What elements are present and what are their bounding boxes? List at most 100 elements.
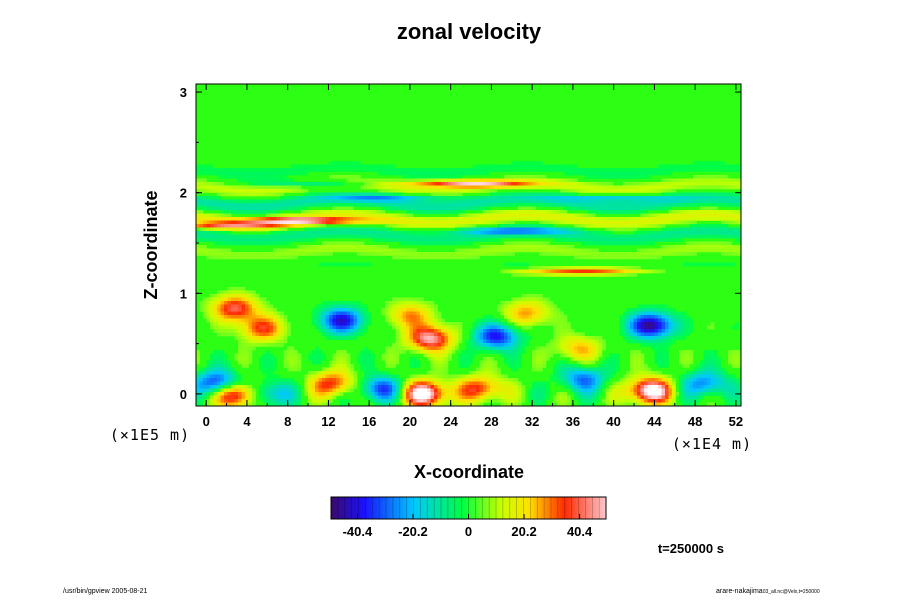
heatmap-cell	[304, 168, 309, 172]
heatmap-cell	[577, 224, 582, 228]
heatmap-cell	[661, 238, 666, 242]
heatmap-cell	[294, 234, 298, 239]
heatmap-cell	[269, 175, 274, 179]
heatmap-cell	[385, 248, 389, 253]
heatmap-cell	[451, 206, 456, 211]
heatmap-cell	[196, 234, 200, 239]
heatmap-cell	[518, 203, 522, 207]
heatmap-cell	[266, 255, 270, 260]
heatmap-cell	[392, 248, 396, 253]
heatmap-cell	[619, 329, 624, 333]
heatmap-cell	[437, 322, 442, 326]
heatmap-cell	[560, 325, 564, 330]
heatmap-cell	[353, 199, 358, 204]
heatmap-cell	[224, 241, 228, 246]
heatmap-cell	[451, 343, 456, 347]
heatmap-cell	[525, 210, 529, 214]
heatmap-cell	[535, 294, 540, 298]
heatmap-cell	[290, 182, 295, 186]
heatmap-cell	[479, 231, 484, 235]
heatmap-cell	[420, 217, 424, 221]
heatmap-cell	[731, 164, 736, 169]
heatmap-cell	[500, 224, 505, 228]
heatmap-cell	[441, 255, 445, 260]
heatmap-cell	[238, 178, 242, 183]
heatmap-cell	[231, 318, 235, 323]
heatmap-cell	[661, 322, 666, 326]
heatmap-cell	[549, 231, 554, 235]
heatmap-cell	[518, 161, 522, 165]
heatmap-cell	[570, 273, 575, 277]
heatmap-cell	[385, 196, 389, 200]
heatmap-cell	[507, 339, 512, 344]
heatmap-cell	[651, 206, 655, 211]
heatmap-cell	[213, 353, 218, 358]
heatmap-cell	[623, 332, 627, 337]
heatmap-cell	[490, 322, 494, 326]
heatmap-cell	[444, 329, 449, 333]
heatmap-cell	[374, 164, 379, 169]
heatmap-cell	[661, 185, 666, 190]
heatmap-cell	[616, 273, 620, 277]
heatmap-cell	[350, 332, 354, 337]
heatmap-cell	[399, 203, 403, 207]
heatmap-cell	[444, 196, 449, 200]
heatmap-cell	[448, 199, 452, 204]
heatmap-cell	[665, 199, 669, 204]
heatmap-cell	[420, 220, 424, 225]
heatmap-cell	[441, 329, 445, 333]
heatmap-cell	[248, 343, 253, 347]
heatmap-cell	[255, 227, 260, 232]
heatmap-cell	[647, 339, 652, 344]
heatmap-cell	[525, 178, 529, 183]
heatmap-cell	[217, 231, 221, 235]
heatmap-cell	[402, 234, 407, 239]
heatmap-cell	[269, 178, 274, 183]
heatmap-cell	[434, 346, 438, 351]
heatmap-cell	[388, 227, 393, 232]
heatmap-cell	[196, 357, 200, 361]
heatmap-cell	[248, 332, 253, 337]
heatmap-cell	[420, 311, 424, 316]
heatmap-cell	[616, 238, 620, 242]
heatmap-cell	[721, 196, 725, 200]
heatmap-cell	[287, 213, 291, 218]
heatmap-cell	[273, 322, 277, 326]
heatmap-cell	[542, 164, 547, 169]
heatmap-cell	[448, 343, 452, 347]
heatmap-cell	[343, 245, 347, 249]
heatmap-cell	[658, 346, 662, 351]
heatmap-cell	[311, 234, 316, 239]
heatmap-cell	[451, 210, 456, 214]
heatmap-cell	[416, 255, 421, 260]
heatmap-cell	[280, 343, 284, 347]
heatmap-cell	[633, 308, 638, 312]
heatmap-cell	[416, 297, 421, 302]
heatmap-cell	[588, 339, 592, 344]
heatmap-cell	[399, 220, 403, 225]
heatmap-cell	[420, 238, 424, 242]
heatmap-cell	[693, 192, 697, 197]
heatmap-cell	[430, 189, 435, 193]
heatmap-cell	[623, 269, 627, 274]
heatmap-cell	[367, 252, 372, 256]
heatmap-cell	[458, 178, 463, 183]
heatmap-cell	[346, 203, 351, 207]
heatmap-cell	[406, 322, 410, 326]
heatmap-cell	[427, 171, 431, 176]
heatmap-cell	[259, 311, 263, 316]
heatmap-cell	[507, 308, 512, 312]
heatmap-cell	[276, 210, 281, 214]
heatmap-cell	[546, 196, 550, 200]
heatmap-cell	[623, 206, 627, 211]
heatmap-cell	[511, 199, 515, 204]
heatmap-cell	[595, 273, 599, 277]
heatmap-cell	[434, 231, 438, 235]
heatmap-cell	[371, 248, 375, 253]
heatmap-cell	[332, 325, 337, 330]
heatmap-cell	[395, 336, 400, 340]
heatmap-cell	[630, 196, 634, 200]
heatmap-cell	[262, 210, 267, 214]
heatmap-cell	[696, 178, 701, 183]
heatmap-cell	[357, 329, 361, 333]
